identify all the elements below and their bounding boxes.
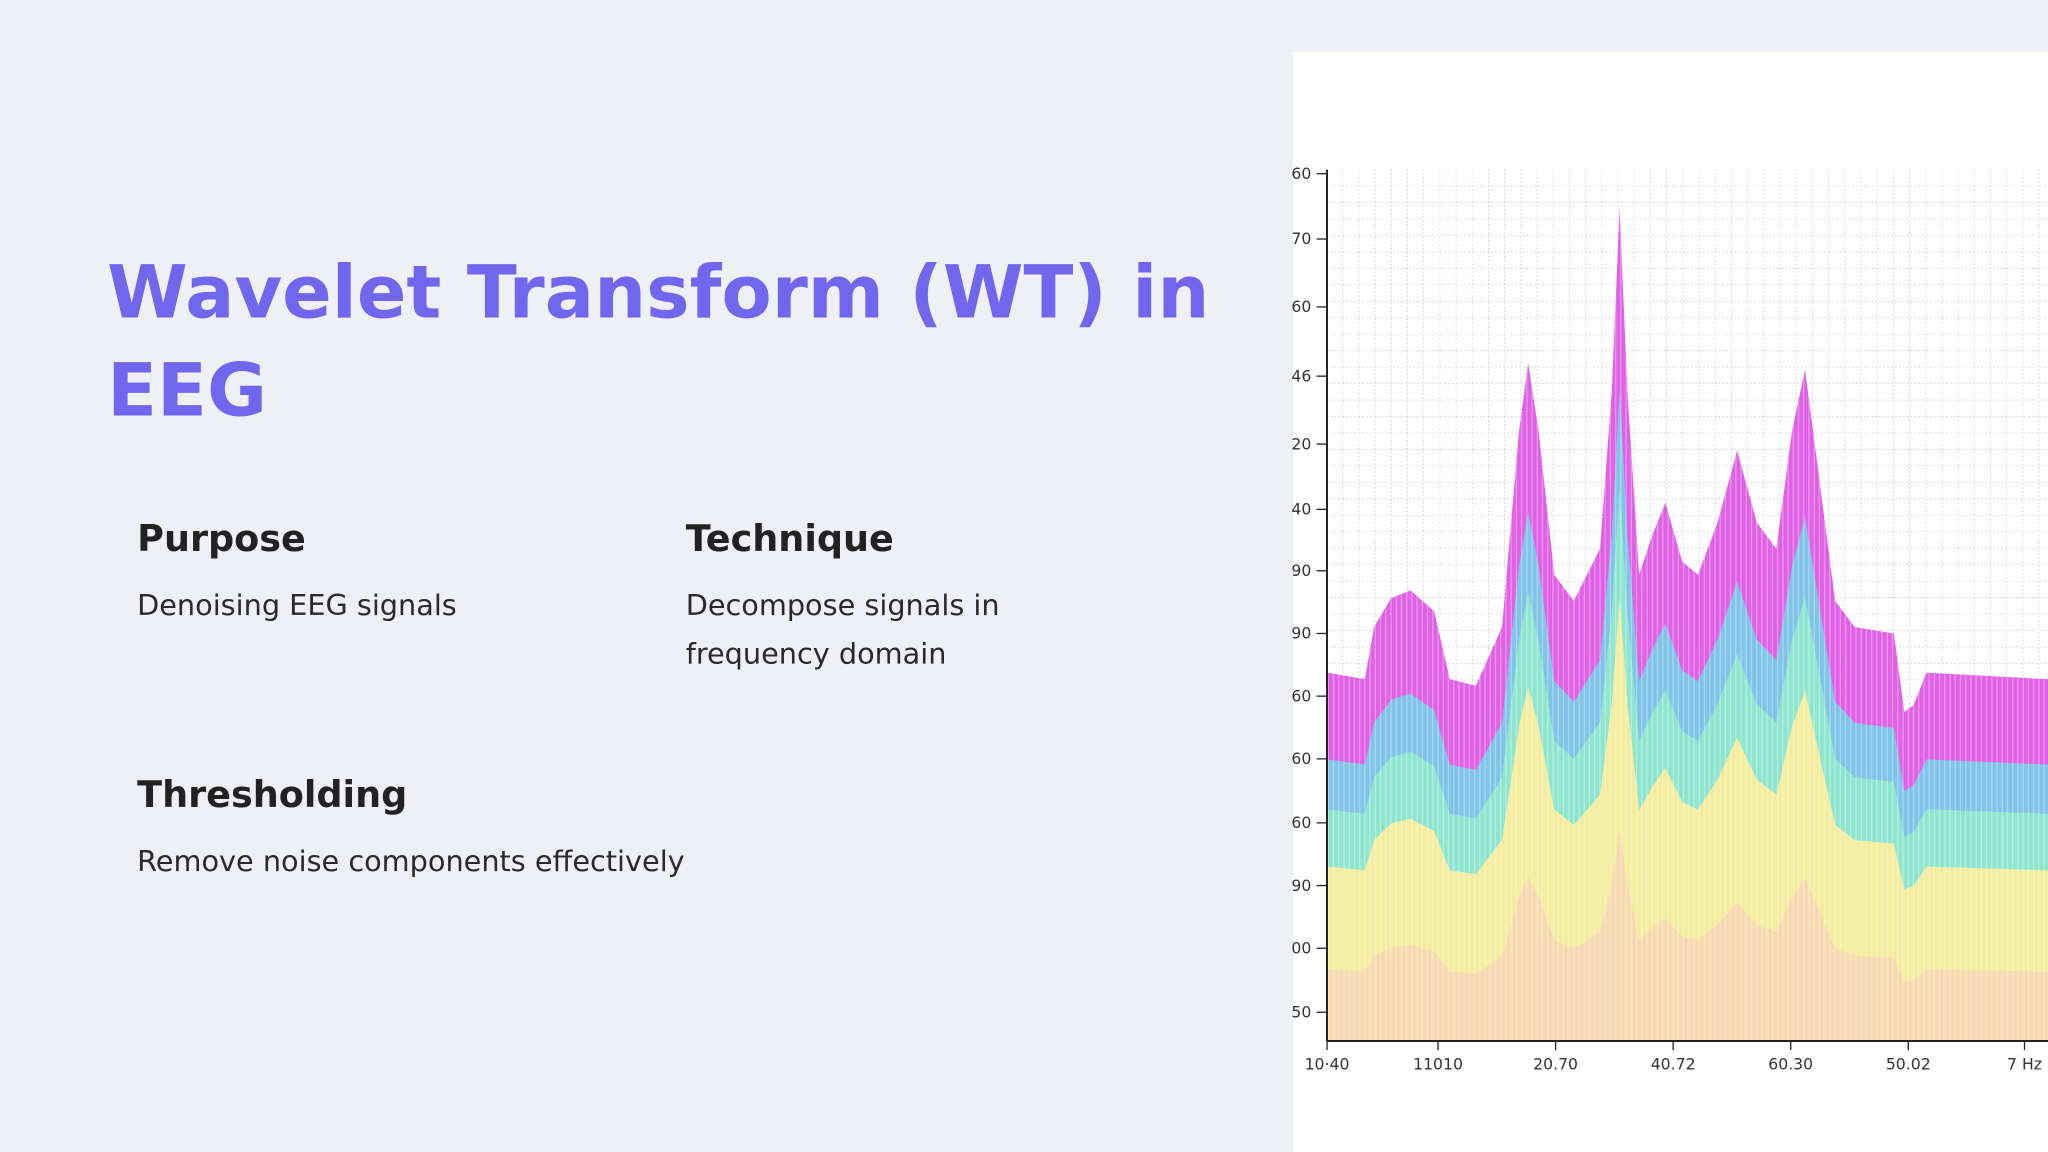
title: EEG bbox=[107, 348, 267, 433]
y-tick-label: 60 bbox=[1291, 297, 1311, 316]
item-text: Denoising EEG signals bbox=[137, 588, 457, 622]
spectrum-hatch bbox=[1327, 208, 2048, 1041]
x-tick-label: 40.72 bbox=[1651, 1055, 1696, 1074]
item-text: Remove noise components effectively bbox=[137, 844, 685, 878]
y-tick-label: 50 bbox=[1291, 1002, 1311, 1021]
x-tick-label: 60.30 bbox=[1768, 1055, 1813, 1074]
spectrum-image: 60 70 60 46 20 40 90 90 60 60 60 90 00 50 10·40 11010 20… bbox=[1291, 164, 2048, 1074]
y-tick-label: 60 bbox=[1291, 686, 1311, 705]
item-heading: Thresholding bbox=[137, 773, 407, 816]
y-tick-label: 60 bbox=[1291, 164, 1311, 183]
y-tick-label: 90 bbox=[1291, 561, 1311, 580]
y-tick-label: 70 bbox=[1291, 229, 1311, 248]
y-tick-label: 60 bbox=[1291, 749, 1311, 768]
item-heading: Purpose bbox=[137, 517, 306, 560]
y-tick-label: 60 bbox=[1291, 813, 1311, 832]
y-tick-label: 46 bbox=[1291, 366, 1311, 385]
item-text: frequency domain bbox=[686, 637, 947, 671]
y-tick-label: 90 bbox=[1291, 624, 1311, 643]
title: Wavelet Transform (WT) in bbox=[107, 250, 1209, 335]
x-tick-label: 50.02 bbox=[1886, 1055, 1931, 1074]
x-tick-label: 10·40 bbox=[1305, 1055, 1350, 1074]
y-tick-label: 20 bbox=[1291, 434, 1311, 453]
x-tick-label: 20.70 bbox=[1533, 1055, 1578, 1074]
y-tick-label: 00 bbox=[1291, 938, 1311, 957]
item-text: Decompose signals in bbox=[686, 588, 1000, 622]
item-heading: Technique bbox=[686, 517, 894, 560]
x-tick-label: 11010 bbox=[1413, 1055, 1463, 1074]
x-tick-label: 7 Hz bbox=[2007, 1055, 2042, 1074]
y-tick-label: 40 bbox=[1291, 500, 1311, 519]
y-tick-label: 90 bbox=[1291, 876, 1311, 895]
